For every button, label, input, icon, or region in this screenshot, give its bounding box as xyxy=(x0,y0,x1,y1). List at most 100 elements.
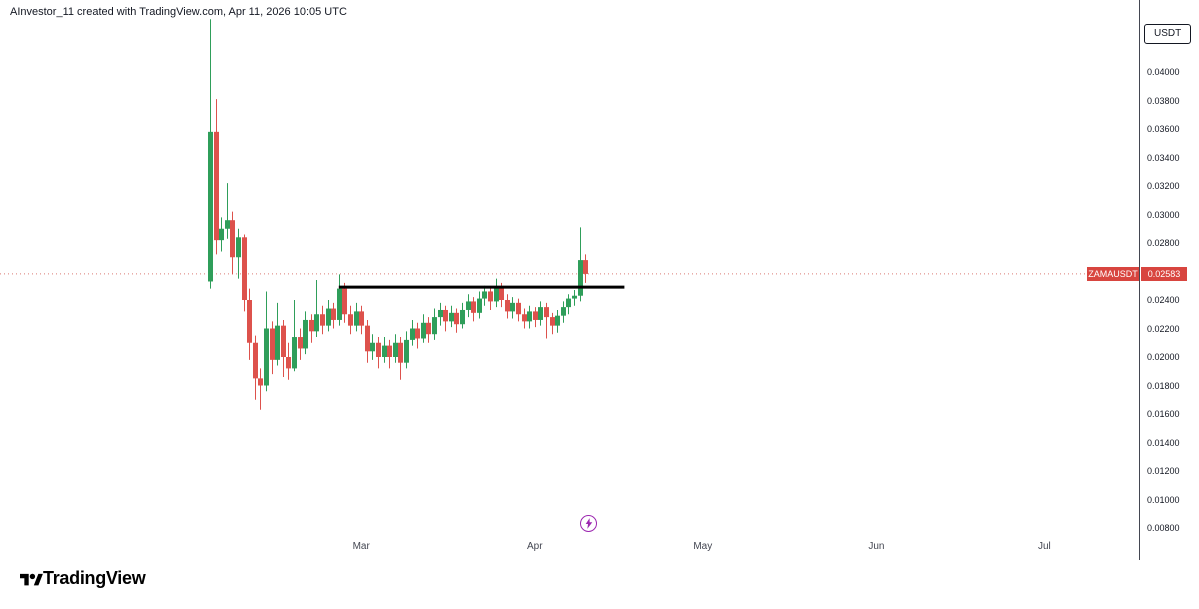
time-axis[interactable]: Mar Apr May Jun Jul xyxy=(0,536,1139,560)
candle-body xyxy=(460,309,465,325)
symbol-label: ZAMAUSDT xyxy=(1088,268,1138,279)
price-tick-label: 0.02000 xyxy=(1147,352,1180,362)
candle-body xyxy=(309,319,314,332)
price-tick-label: 0.02400 xyxy=(1147,295,1180,305)
price-axis[interactable]: USDT 0.04000 0.03800 0.03600 0.03400 0.03200… xyxy=(1139,0,1199,560)
candle-body xyxy=(236,237,241,258)
candle-body xyxy=(270,328,275,360)
candle-body xyxy=(578,260,583,296)
current-price-label: 0.02583 xyxy=(1141,266,1187,281)
candle-body xyxy=(242,237,247,300)
candle-body xyxy=(331,308,336,320)
price-tick-label: 0.03400 xyxy=(1147,152,1180,163)
price-tick-label: 0.03600 xyxy=(1147,124,1180,134)
candle-body xyxy=(533,311,538,320)
price-tick-label: 0.01800 xyxy=(1147,380,1180,391)
candle-body xyxy=(387,345,392,357)
candle-body xyxy=(443,309,448,322)
price-tick-label: 0.04000 xyxy=(1147,67,1180,77)
price-tick-label: 0.02200 xyxy=(1147,323,1180,334)
candle-body xyxy=(393,342,398,357)
candle-body xyxy=(286,357,291,369)
candle-body xyxy=(516,302,521,315)
candle-body xyxy=(410,328,415,340)
candle-body xyxy=(264,328,269,386)
candle-body xyxy=(421,322,426,339)
candle-body xyxy=(275,325,280,360)
candle-body xyxy=(544,307,549,318)
candle-body xyxy=(454,312,459,325)
candle-body xyxy=(505,300,510,312)
candle-body xyxy=(219,228,224,241)
candle-body xyxy=(477,298,482,313)
candle-body xyxy=(426,322,431,335)
candle-body xyxy=(320,314,325,326)
price-tick-label: 0.02800 xyxy=(1147,238,1180,248)
candle-body xyxy=(550,317,555,326)
candle-body xyxy=(258,378,263,386)
price-tick-label: 0.03800 xyxy=(1147,95,1180,106)
candle-body xyxy=(438,309,443,318)
tradingview-logo-link[interactable]: TradingView xyxy=(20,568,146,589)
price-tick-label: 0.03000 xyxy=(1147,209,1180,220)
candle-body xyxy=(326,308,331,326)
time-axis-month-label: Apr xyxy=(527,541,543,552)
symbol-price-flag: ZAMAUSDT xyxy=(1087,266,1139,281)
candle-body xyxy=(253,342,258,379)
candle-body xyxy=(499,287,504,300)
attribution-text: AInvestor_11 created with TradingView.co… xyxy=(10,6,347,18)
candle-body xyxy=(482,291,487,299)
candle-body xyxy=(415,328,420,339)
candle-body xyxy=(214,131,219,241)
candle-body xyxy=(527,311,532,322)
time-axis-month-label: May xyxy=(693,541,713,552)
candle-body xyxy=(230,220,235,258)
footer-branding: TradingView xyxy=(20,568,146,589)
candle-body xyxy=(555,315,560,326)
candle-body xyxy=(398,342,403,363)
price-tick-label: 0.01200 xyxy=(1147,466,1180,476)
price-tick-label: 0.03200 xyxy=(1147,181,1180,191)
candle-body xyxy=(510,302,515,312)
candle-body xyxy=(208,131,213,282)
candle-body xyxy=(382,345,387,357)
price-tick-label: 0.01000 xyxy=(1147,494,1180,505)
candle-body xyxy=(494,287,499,302)
candle-body xyxy=(359,311,364,326)
candle-body xyxy=(354,311,359,326)
candle-body xyxy=(566,298,571,308)
candle-body xyxy=(247,300,252,343)
candle-body xyxy=(314,314,319,332)
candle-body xyxy=(225,220,230,229)
candle-body xyxy=(488,291,493,302)
candle-body xyxy=(342,288,347,315)
time-axis-month-label: Jul xyxy=(1037,541,1051,552)
time-axis-month-label: Mar xyxy=(352,541,370,552)
time-axis-month-label: Jun xyxy=(868,541,885,552)
candlestick-chart[interactable] xyxy=(0,0,1139,560)
candle-body xyxy=(432,317,437,335)
candle-body xyxy=(337,288,342,320)
candle-body xyxy=(298,337,303,349)
candle-body xyxy=(572,295,577,299)
candle-body xyxy=(370,342,375,352)
price-tick-label: 0.01600 xyxy=(1147,409,1180,419)
candle-body xyxy=(376,342,381,357)
lightning-icon xyxy=(585,518,593,529)
candle-body xyxy=(466,301,471,310)
price-tick-label: 0.00800 xyxy=(1147,523,1180,533)
candle-body xyxy=(281,325,286,357)
candle-body xyxy=(303,319,308,349)
candle-body xyxy=(538,307,543,320)
candle-body xyxy=(365,325,370,352)
candle-body xyxy=(583,260,588,274)
candle-body xyxy=(449,312,454,322)
candle-body xyxy=(522,314,527,322)
candle-body xyxy=(561,307,566,316)
currency-toggle-button[interactable]: USDT xyxy=(1144,24,1192,44)
candle-body xyxy=(348,314,353,326)
tradingview-logo-icon xyxy=(20,569,43,588)
tradingview-wordmark: TradingView xyxy=(43,568,146,588)
event-lightning-marker[interactable] xyxy=(580,515,598,532)
